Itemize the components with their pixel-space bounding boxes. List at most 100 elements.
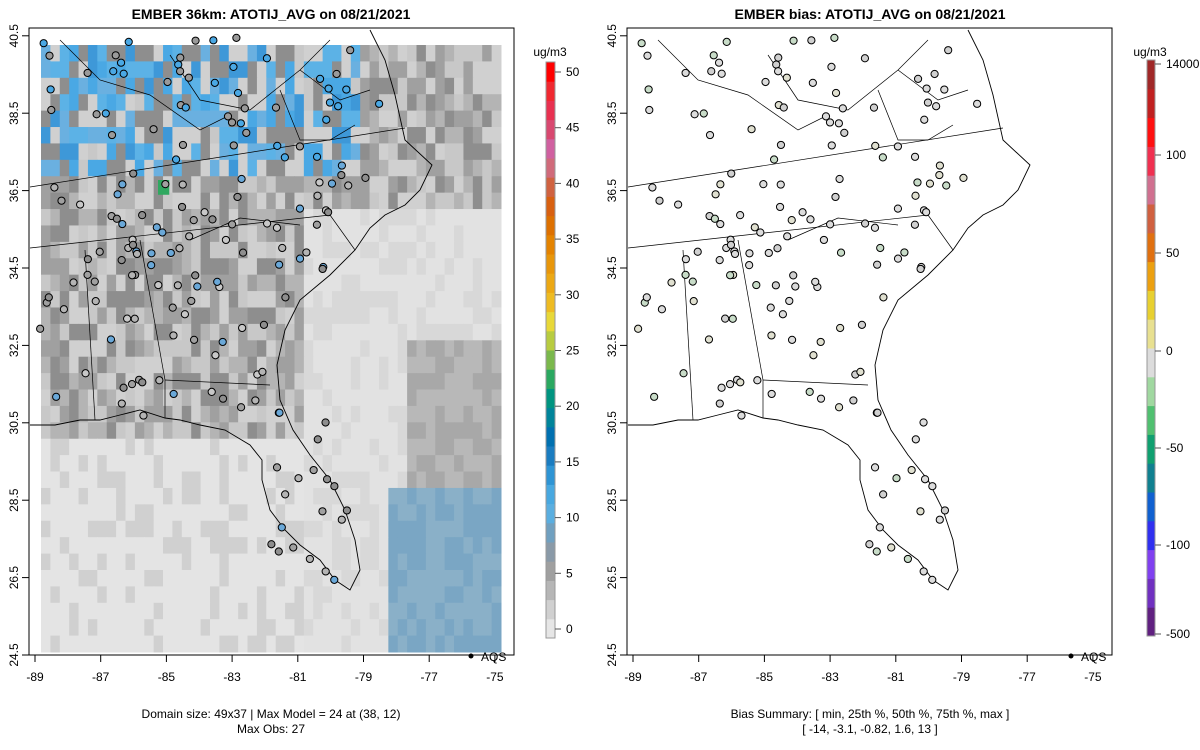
grid-cell [97,127,108,144]
grid-cell [266,258,277,276]
grid-cell [209,422,220,440]
grid-cell [181,94,192,112]
grid-cell [59,504,70,522]
site-marker [688,277,697,286]
grid-cell [350,192,361,210]
site-marker [168,303,177,312]
grid-cell [266,602,277,620]
grid-cell [106,258,117,276]
grid-cell [125,61,136,79]
grid-cell [275,94,286,112]
grid-cell [425,94,436,112]
grid-cell [313,504,324,522]
site-marker [944,46,953,55]
grid-cell [313,438,324,456]
grid-cell [163,553,173,571]
grid-cell [313,405,324,423]
grid-cell [472,569,483,587]
grid-cell [397,45,408,62]
grid-cell [369,274,380,292]
grid-cell [209,602,220,620]
grid-cell [285,274,295,292]
state-border [657,39,829,131]
grid-cell [228,520,239,538]
grid-cell [172,405,183,423]
grid-cell [116,94,126,112]
site-marker [893,204,903,213]
grid-cell [444,569,455,587]
grid-cell [369,487,380,505]
grid-cell [256,307,267,325]
grid-cell [397,405,408,423]
grid-cell [200,389,211,407]
grid-cell [41,356,51,374]
grid-cell [163,487,173,505]
colorbar-segment [1147,607,1155,637]
grid-cell [87,176,98,194]
y-tick-label: 32.5 [7,333,21,357]
grid-cell [134,176,145,194]
grid-cell [41,127,51,144]
grid-cell [350,487,361,505]
grid-cell [41,438,51,456]
grid-cell [163,323,173,341]
grid-cell [87,487,98,505]
site-marker [925,179,935,188]
grid-cell [219,520,230,538]
colorbar-segment [1147,117,1155,147]
grid-cell [303,176,314,194]
grid-cell [378,274,389,292]
grid-cell [435,110,446,128]
site-marker [811,277,820,286]
site-marker [213,277,222,286]
grid-cell [238,619,249,637]
grid-cell [191,553,202,571]
grid-cell [463,471,474,489]
grid-cell [59,455,70,473]
grid-cell [50,487,61,505]
grid-cell [163,209,173,226]
grid-cell [454,45,464,62]
site-marker [916,264,925,274]
grid-cell [181,340,192,358]
site-marker [176,67,185,76]
grid-cell [275,291,286,308]
grid-cell [322,520,333,538]
site-marker [783,232,792,241]
grid-cell [369,635,380,653]
site-marker [346,46,355,55]
grid-cell [472,143,483,161]
grid-cell [238,537,249,555]
x-tick-label: -77 [1019,670,1037,684]
grid-cell [50,94,61,112]
site-marker [959,173,968,182]
site-marker [313,435,322,444]
grid-cell [97,487,108,505]
grid-cell [78,487,89,505]
grid-cell [360,241,371,259]
grid-cell [416,176,427,194]
grid-cell [219,602,230,620]
site-marker [180,310,189,319]
grid-cell [228,389,239,407]
grid-cell [59,94,70,112]
site-marker [808,78,817,87]
site-marker [242,128,251,137]
x-tick-label: -87 [92,670,110,684]
grid-cell [200,586,211,604]
grid-cell [78,602,89,620]
grid-cell [407,537,418,555]
grid-cell [181,127,192,144]
grid-cell [482,258,493,276]
grid-cell [97,602,108,620]
grid-cell [181,159,192,177]
grid-cell [482,274,493,292]
y-tick-label: 26.5 [7,566,21,590]
grid-cell [153,61,164,79]
grid-cell [78,438,89,456]
grid-cell [425,569,436,587]
grid-cell [116,602,126,620]
grid-cell [491,323,502,341]
grid-cell [332,487,342,505]
grid-cell [153,389,164,407]
